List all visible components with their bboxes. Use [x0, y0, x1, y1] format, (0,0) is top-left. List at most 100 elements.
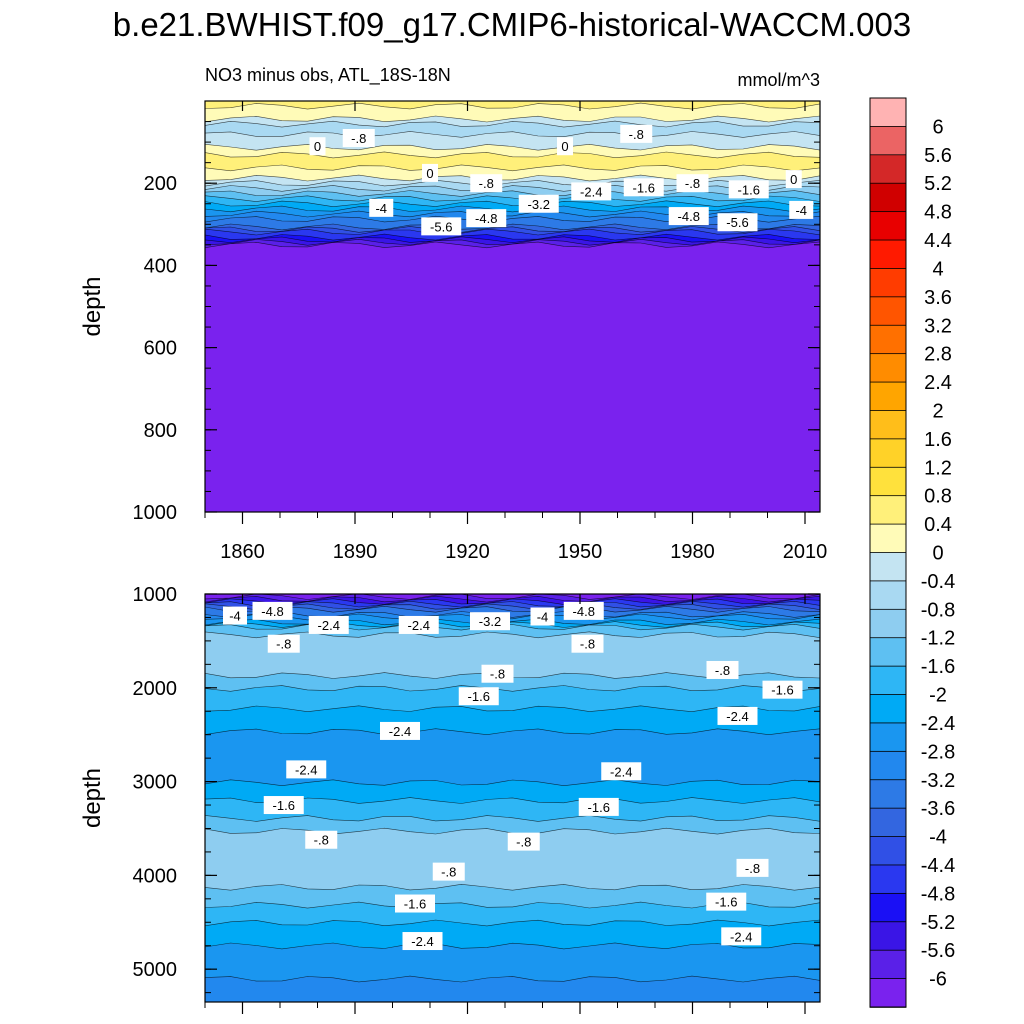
contour-label-text: -1.6	[738, 182, 760, 197]
contour-label: -2.4	[398, 615, 439, 634]
contour-band	[205, 815, 820, 835]
contour-line	[205, 190, 820, 197]
contour-label-text: -.8	[276, 637, 291, 652]
contour-line	[205, 131, 820, 138]
contour-line	[205, 779, 820, 787]
colorbar-label: -4.8	[921, 883, 955, 905]
colorbar-swatch	[869, 211, 907, 241]
colorbar-label: 2.8	[924, 344, 952, 366]
colorbar-swatch	[869, 722, 907, 753]
contour-label: -2.4	[402, 932, 443, 951]
figure-title: b.e21.BWHIST.f09_g17.CMIP6-historical-WA…	[113, 6, 911, 43]
colorbar-label: -3.2	[921, 770, 955, 792]
contour-label-box	[458, 687, 499, 706]
contour-label-text: -2.4	[318, 618, 340, 633]
colorbar-swatch	[869, 239, 907, 270]
colorbar-label: 3.2	[924, 315, 952, 337]
contour-label-box	[728, 180, 769, 199]
plot-area-upper: -.8 0 0 -.8 0 -.8 -.8 0 -1.6 -1.6 -2.4 -3.2 -4 -4 -4.8…	[205, 101, 820, 512]
colorbar-label: 6	[932, 116, 943, 138]
colorbar-label: 5.2	[924, 173, 952, 195]
colorbar-swatch	[869, 410, 907, 440]
colorbar-frame	[869, 97, 907, 1008]
contour-label: -2.4	[717, 706, 758, 725]
contour-band	[205, 624, 820, 639]
contour-line	[205, 233, 820, 241]
contour-label-text: -1.6	[404, 897, 426, 912]
contour-label-box	[571, 182, 612, 201]
contour-band	[205, 190, 820, 203]
contour-band	[205, 216, 820, 231]
colorbar-swatch	[869, 353, 907, 383]
contour-label-text: -2.4	[389, 724, 411, 739]
y-tick-label: 3000	[133, 772, 178, 794]
contour-band	[205, 234, 820, 244]
colorbar-swatch	[869, 949, 907, 980]
contour-band	[205, 151, 820, 172]
contour-label-text: -4.8	[475, 211, 497, 226]
contour-band	[205, 728, 820, 787]
contour-label-box	[309, 137, 326, 156]
contour-band	[205, 920, 820, 950]
contour-label-box	[721, 927, 762, 946]
x-tick-label: 2010	[783, 541, 828, 563]
colorbar-label: -4.4	[921, 855, 955, 877]
contour-label-text: -.8	[441, 865, 456, 880]
contour-label-text: -.8	[351, 131, 366, 146]
contour-label: -3.2	[518, 194, 559, 213]
x-tick-label: 1860	[220, 541, 265, 563]
y-axis-label: depth	[79, 768, 106, 828]
contour-label: -4	[530, 607, 555, 626]
colorbar-label: 4.4	[924, 230, 952, 252]
contour-label: -1.6	[263, 796, 304, 815]
colorbar-swatch	[869, 296, 907, 327]
contour-label-text: -3.2	[528, 197, 550, 212]
contour-label: -1.6	[623, 178, 664, 197]
x-tick-label: 1920	[445, 541, 490, 563]
contour-band	[205, 594, 820, 603]
contour-band	[205, 239, 820, 249]
contour-label-box	[620, 124, 653, 143]
contour-label-text: -.8	[516, 835, 531, 850]
colorbar-swatch	[869, 665, 907, 696]
contour-label-box	[717, 213, 758, 232]
contour-label: -4	[369, 198, 394, 217]
contour-label-box	[676, 174, 709, 193]
contour-band	[205, 614, 820, 626]
lower-contour-panel: -4 -4.8-2.4-.8-2.4 -3.2 -4 -4.8-.8-.8 -.8-1.6…	[79, 584, 821, 1014]
contour-label-box	[601, 762, 642, 781]
colorbar-swatch	[869, 324, 907, 355]
contour-label: -.8	[706, 660, 739, 679]
colorbar-swatch	[869, 438, 907, 469]
y-tick-label: 2000	[133, 678, 178, 700]
contour-line	[205, 143, 820, 151]
contour-label-text: -2.4	[411, 934, 433, 949]
contour-label-box	[623, 178, 664, 197]
contour-label: -1.6	[762, 680, 803, 699]
contour-label: -2.4	[721, 927, 762, 946]
colorbar-label: 0.8	[924, 486, 952, 508]
contour-band	[205, 779, 820, 805]
colorbar-swatch	[869, 807, 907, 838]
contour-label-text: -4	[795, 203, 807, 218]
colorbar-swatch	[869, 892, 907, 923]
contour-label-box	[432, 862, 465, 881]
contour-label-text: -.8	[490, 667, 505, 682]
colorbar-swatch	[869, 608, 907, 639]
contour-line	[205, 200, 820, 208]
contour-label: -1.6	[578, 797, 619, 816]
contour-label-text: -5.6	[430, 219, 452, 234]
colorbar-label: -0.8	[921, 599, 955, 621]
contour-band	[205, 211, 820, 223]
colorbar-swatch	[869, 552, 907, 582]
contour-line	[205, 603, 820, 611]
colorbar-swatch	[869, 182, 907, 213]
contour-label-text: -4	[537, 610, 549, 625]
contour-label: 0	[785, 170, 802, 189]
colorbar-swatch	[869, 495, 907, 525]
contour-label-box	[263, 796, 304, 815]
y-tick-label: 200	[144, 173, 177, 195]
contour-label-text: -4.8	[573, 604, 595, 619]
contour-label: -.8	[305, 830, 338, 849]
